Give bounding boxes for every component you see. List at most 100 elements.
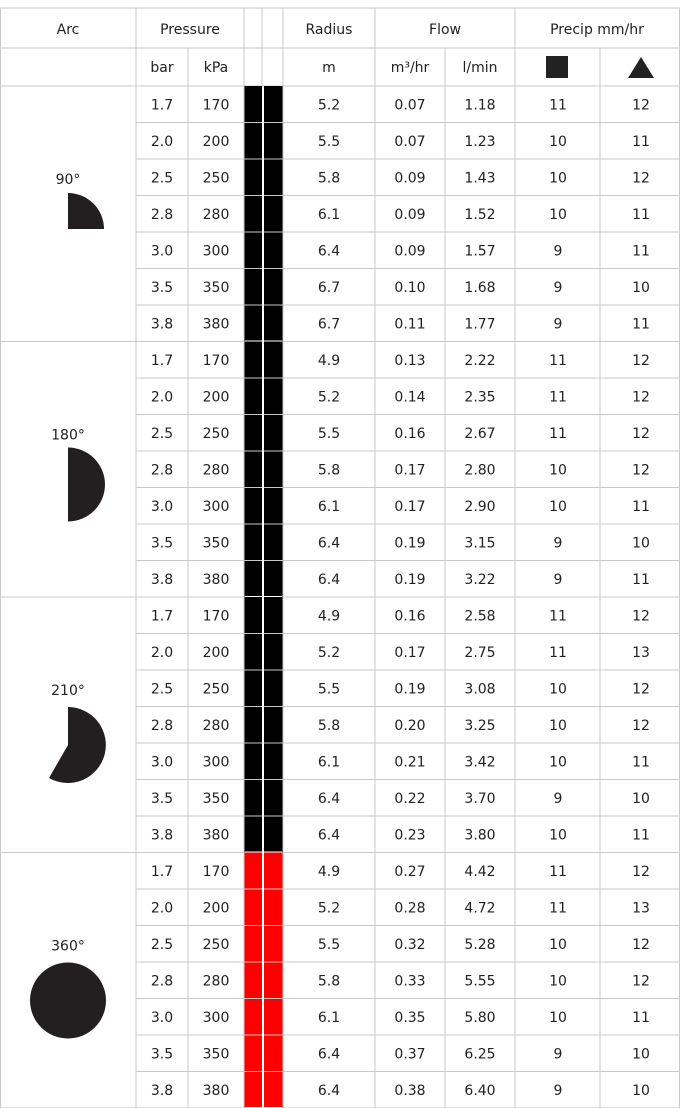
cell: 1.23 — [464, 134, 495, 150]
cell: 5.80 — [464, 1010, 495, 1026]
cell: 4.9 — [318, 864, 340, 880]
cell: 0.32 — [394, 937, 425, 953]
cell: 2.8 — [151, 973, 173, 989]
cell: 10 — [549, 134, 567, 150]
cell: 2.8 — [151, 718, 173, 734]
header-pressure: Pressure — [160, 22, 220, 38]
cell: 11 — [549, 97, 567, 113]
cell: 2.58 — [464, 608, 495, 624]
arc-icon — [49, 707, 106, 783]
cell: 11 — [549, 864, 567, 880]
cell: 9 — [554, 280, 563, 296]
cell: 12 — [632, 864, 650, 880]
cell: 0.38 — [394, 1083, 425, 1099]
cell: 6.4 — [318, 1046, 340, 1062]
cell: 5.8 — [318, 462, 340, 478]
cell: 170 — [203, 608, 230, 624]
cell: 0.19 — [394, 535, 425, 551]
cell: 3.8 — [151, 572, 173, 588]
cell: 0.17 — [394, 462, 425, 478]
header-arc: Arc — [57, 22, 80, 38]
cell: 380 — [203, 572, 230, 588]
cell: 2.0 — [151, 134, 173, 150]
cell: 10 — [632, 535, 650, 551]
cell: 5.5 — [318, 134, 340, 150]
cell: 5.2 — [318, 900, 340, 916]
cell: 10 — [549, 937, 567, 953]
cell: 6.7 — [318, 280, 340, 296]
cell: 0.37 — [394, 1046, 425, 1062]
cell: 5.8 — [318, 170, 340, 186]
unit-kpa: kPa — [204, 60, 229, 76]
cell: 0.16 — [394, 426, 425, 442]
cell: 2.35 — [464, 389, 495, 405]
cell: 11 — [549, 900, 567, 916]
cell: 4.9 — [318, 608, 340, 624]
cell: 6.1 — [318, 207, 340, 223]
header-precip: Precip mm/hr — [550, 22, 644, 38]
cell: 5.2 — [318, 97, 340, 113]
cell: 10 — [549, 1010, 567, 1026]
cell: 11 — [549, 353, 567, 369]
cell: 6.4 — [318, 791, 340, 807]
cell: 10 — [549, 207, 567, 223]
unit-flow-l: l/min — [462, 60, 497, 76]
cell: 0.11 — [394, 316, 425, 332]
cell: 5.5 — [318, 426, 340, 442]
cell: 3.80 — [464, 827, 495, 843]
cell: 3.5 — [151, 535, 173, 551]
cell: 12 — [632, 170, 650, 186]
cell: 11 — [632, 572, 650, 588]
cell: 1.18 — [464, 97, 495, 113]
cell: 6.4 — [318, 572, 340, 588]
cell: 0.09 — [394, 170, 425, 186]
cell: 10 — [549, 462, 567, 478]
cell: 1.7 — [151, 97, 173, 113]
cell: 11 — [549, 645, 567, 661]
cell: 0.22 — [394, 791, 425, 807]
cell: 9 — [554, 572, 563, 588]
cell: 11 — [632, 207, 650, 223]
cell: 200 — [203, 900, 230, 916]
cell: 350 — [203, 535, 230, 551]
cell: 11 — [549, 389, 567, 405]
cell: 250 — [203, 426, 230, 442]
cell: 0.23 — [394, 827, 425, 843]
cell: 2.5 — [151, 426, 173, 442]
cell: 6.4 — [318, 535, 340, 551]
cell: 10 — [632, 1046, 650, 1062]
cell: 12 — [632, 681, 650, 697]
cell: 3.70 — [464, 791, 495, 807]
cell: 10 — [632, 1083, 650, 1099]
cell: 280 — [203, 973, 230, 989]
cell: 280 — [203, 718, 230, 734]
cell: 12 — [632, 608, 650, 624]
header-flow: Flow — [429, 22, 461, 38]
cell: 3.42 — [464, 754, 495, 770]
arc-label: 210° — [51, 683, 85, 699]
cell: 11 — [632, 827, 650, 843]
cell: 9 — [554, 243, 563, 259]
cell: 3.8 — [151, 827, 173, 843]
cell: 5.8 — [318, 718, 340, 734]
cell: 300 — [203, 243, 230, 259]
cell: 3.08 — [464, 681, 495, 697]
cell: 3.5 — [151, 791, 173, 807]
cell: 2.0 — [151, 645, 173, 661]
arc-label: 360° — [51, 939, 85, 955]
cell: 250 — [203, 681, 230, 697]
cell: 12 — [632, 462, 650, 478]
cell: 10 — [549, 827, 567, 843]
cell: 10 — [549, 170, 567, 186]
cell: 0.14 — [394, 389, 425, 405]
cell: 0.21 — [394, 754, 425, 770]
cell: 11 — [632, 499, 650, 515]
cell: 6.1 — [318, 754, 340, 770]
unit-radius: m — [322, 60, 336, 76]
cell: 11 — [549, 426, 567, 442]
cell: 4.9 — [318, 353, 340, 369]
cell: 200 — [203, 645, 230, 661]
cell: 2.67 — [464, 426, 495, 442]
